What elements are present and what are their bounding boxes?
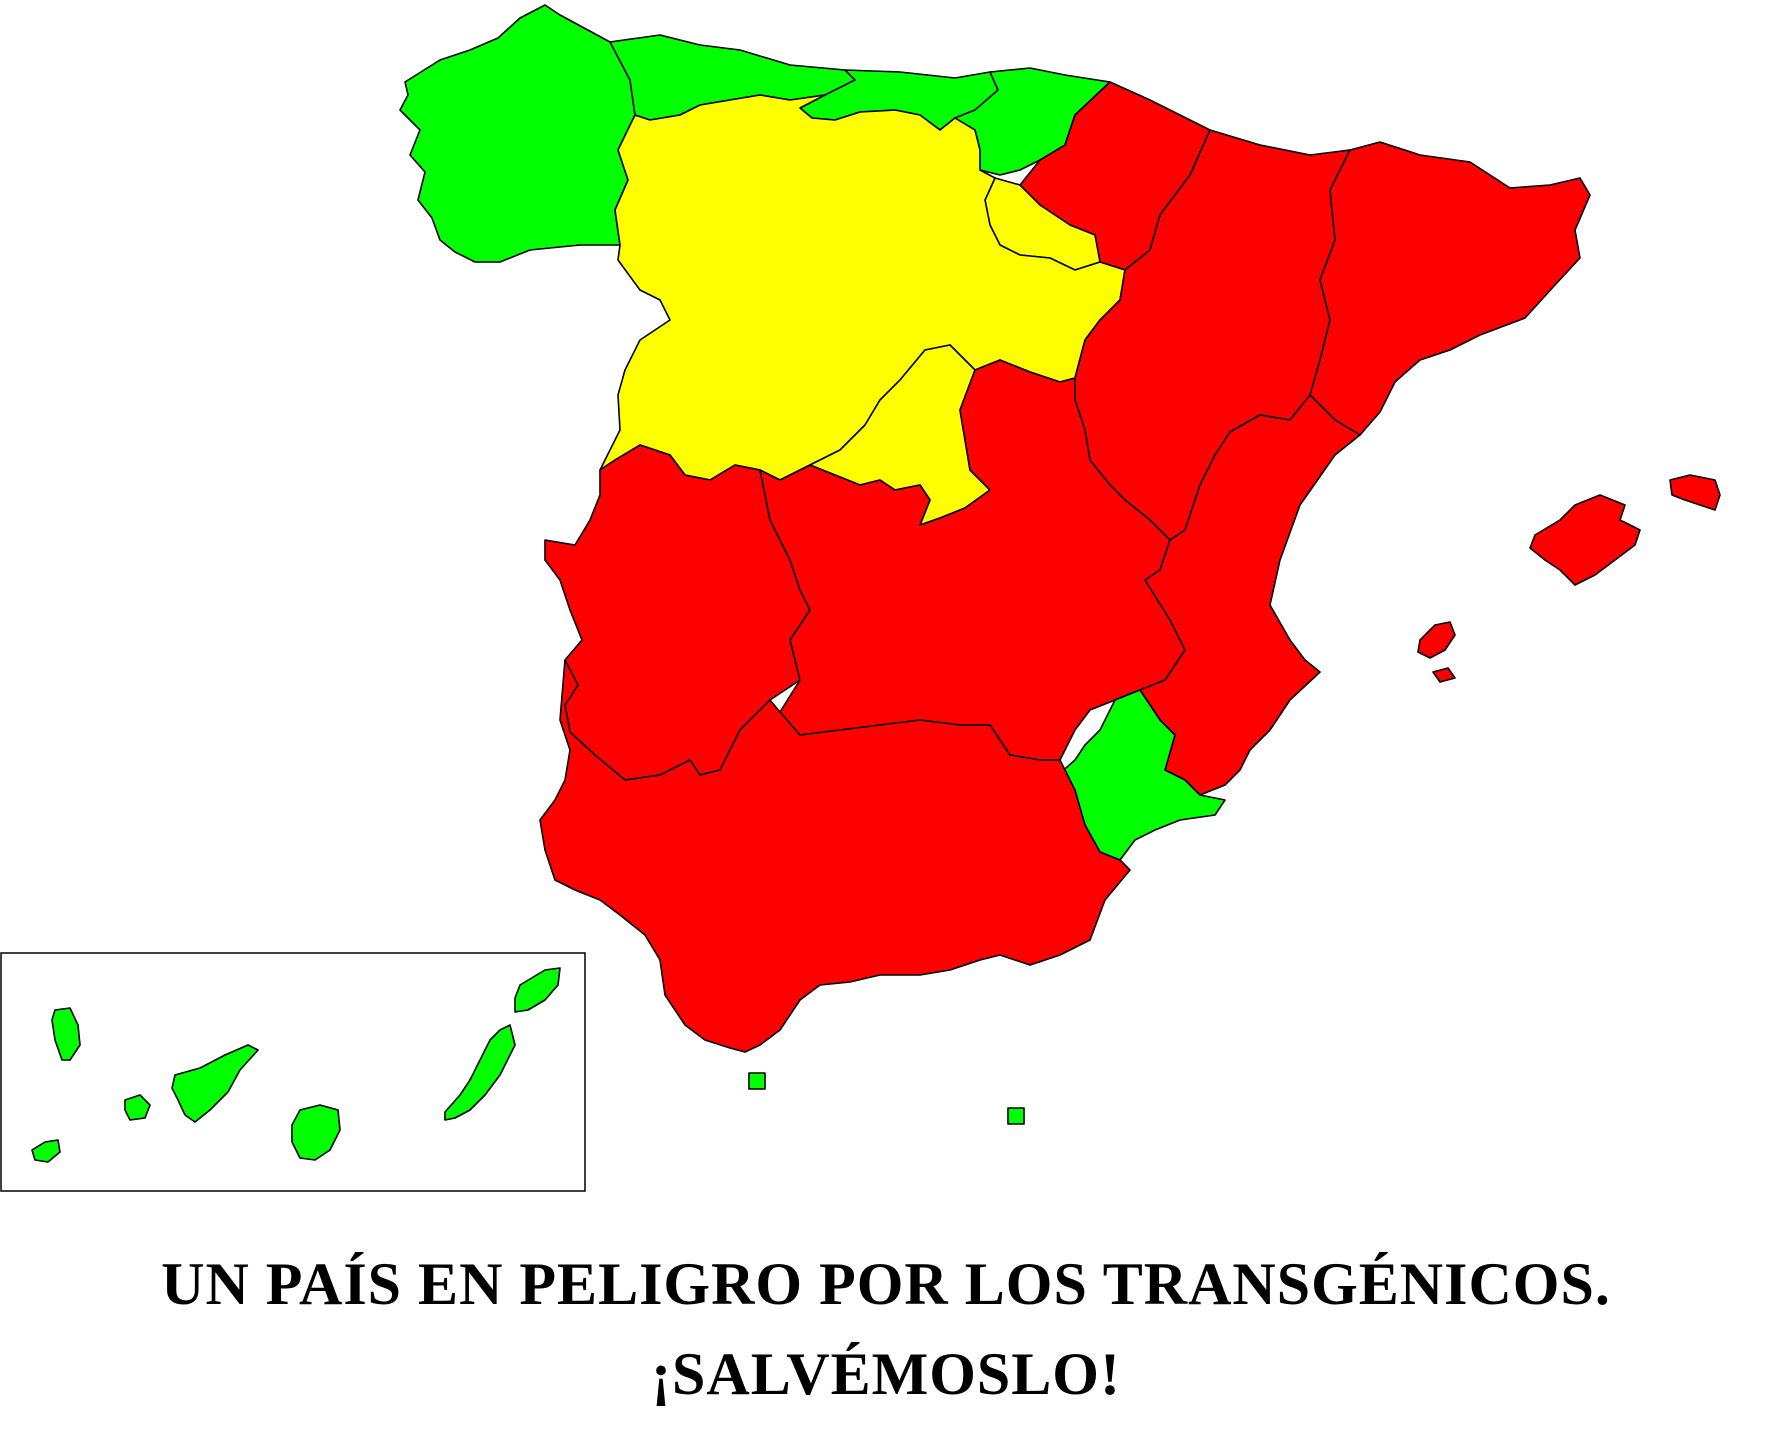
region-pais-vasco[interactable] (954, 67, 1111, 176)
region-baleares-mallorca[interactable] (1529, 494, 1641, 586)
region-galicia[interactable] (399, 4, 636, 263)
region-melilla[interactable] (1007, 1107, 1025, 1125)
region-canarias-gran-canaria[interactable] (291, 1104, 341, 1161)
region-baleares-ibiza[interactable] (1417, 621, 1456, 659)
region-canarias-la-palma[interactable] (51, 1007, 81, 1061)
region-cataluna[interactable] (1309, 141, 1591, 436)
region-andalucia[interactable] (539, 659, 1131, 1053)
region-canarias-fuerteventura[interactable] (444, 1024, 516, 1121)
region-canarias-lanzarote[interactable] (514, 967, 561, 1013)
region-canarias-tenerife[interactable] (171, 1044, 259, 1123)
region-canarias-la-gomera[interactable] (124, 1094, 151, 1121)
canary-inset-frame (0, 952, 586, 1192)
region-canarias-el-hierro[interactable] (31, 1139, 61, 1163)
region-ceuta[interactable] (748, 1072, 766, 1090)
map-title: UN PAÍS EN PELIGRO POR LOS TRANSGÉNICOS. (161, 1251, 1611, 1317)
region-murcia[interactable] (1057, 689, 1226, 861)
region-baleares-menorca[interactable] (1669, 474, 1721, 511)
region-baleares-formentera[interactable] (1432, 667, 1456, 683)
map-subtitle: ¡SALVÉMOSLO! (651, 1341, 1121, 1407)
